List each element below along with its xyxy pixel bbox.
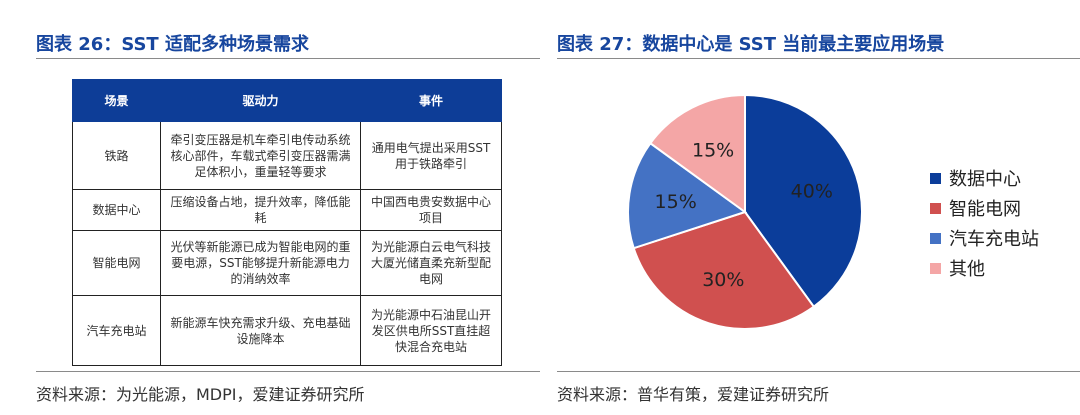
pie-data-label-2: 15% [655, 191, 697, 213]
pie-data-label-3: 15% [692, 139, 734, 161]
table-header-event: 事件 [360, 79, 502, 122]
chart-source-note: 资料来源：普华有策，爱建证券研究所 [557, 385, 830, 404]
table-cell-scene: 智能电网 [72, 230, 161, 296]
pie-chart: 40% 30% 15% 15% [627, 93, 863, 330]
table-row: 智能电网 光伏等新能源已成为智能电网的重要电源，SST能够提升新能源电力的消纳效… [72, 230, 502, 296]
title-rule [36, 58, 540, 59]
pie-data-label-0: 40% [791, 180, 833, 202]
table-cell-scene: 铁路 [72, 121, 161, 190]
table-source-note: 资料来源：为光能源，MDPI，爱建证券研究所 [36, 385, 365, 404]
legend-label: 其他 [949, 259, 985, 280]
legend-item: 智能电网 [930, 193, 1039, 223]
source-rule [36, 371, 540, 372]
legend-item: 汽车充电站 [930, 223, 1039, 253]
table-row: 汽车充电站 新能源车快充需求升级、充电基础设施降本 为光能源中石油昆山开发区供电… [72, 295, 502, 366]
table-header-row: 场景 驱动力 事件 [72, 79, 502, 122]
pie-data-label-1: 30% [702, 269, 744, 291]
table-row: 数据中心 压缩设备占地，提升效率，降低能耗 中国西电贵安数据中心项目 [72, 189, 502, 231]
table-cell-event: 通用电气提出采用SST用于铁路牵引 [360, 121, 502, 190]
table-cell-event: 为光能源白云电气科技大厦光储直柔充新型配电网 [360, 230, 502, 296]
legend-label: 数据中心 [949, 169, 1021, 190]
source-rule [557, 371, 1080, 372]
legend-swatch [930, 232, 941, 244]
table-cell-event: 中国西电贵安数据中心项目 [360, 189, 502, 231]
legend-label: 汽车充电站 [949, 229, 1039, 250]
table-row: 铁路 牵引变压器是机车牵引电传动系统核心部件，车载式牵引变压器需满足体积小，重量… [72, 121, 502, 190]
legend-item: 其他 [930, 253, 1039, 283]
table-cell-driver: 压缩设备占地，提升效率，降低能耗 [160, 189, 361, 231]
table-figure-panel: 图表 26：SST 适配多种场景需求 场景 驱动力 事件 铁路 牵引变压器是机车… [36, 34, 540, 404]
table-cell-scene: 汽车充电站 [72, 295, 161, 366]
chart-figure-title: 图表 27：数据中心是 SST 当前最主要应用场景 [557, 34, 945, 55]
legend-swatch [930, 262, 941, 274]
table-header-scene: 场景 [72, 79, 161, 122]
table-cell-driver: 牵引变压器是机车牵引电传动系统核心部件，车载式牵引变压器需满足体积小，重量轻等要… [160, 121, 361, 190]
pie-slice-0 [744, 93, 863, 309]
table-cell-scene: 数据中心 [72, 189, 161, 231]
table-header-driver: 驱动力 [160, 79, 361, 122]
legend-item: 数据中心 [930, 163, 1039, 193]
title-rule [557, 58, 1080, 59]
table-cell-driver: 新能源车快充需求升级、充电基础设施降本 [160, 295, 361, 366]
pie-slice-2 [627, 141, 748, 250]
pie-slice-3 [648, 93, 746, 214]
chart-figure-panel: 图表 27：数据中心是 SST 当前最主要应用场景 40% 30% 15% 15% 数… [557, 0, 1080, 415]
legend-swatch [930, 202, 941, 214]
table-cell-event: 为光能源中石油昆山开发区供电所SST直挂超快混合充电站 [360, 295, 502, 366]
table-figure-title: 图表 26：SST 适配多种场景需求 [36, 34, 309, 55]
table-cell-driver: 光伏等新能源已成为智能电网的重要电源，SST能够提升新能源电力的消纳效率 [160, 230, 361, 296]
chart-legend: 数据中心智能电网汽车充电站其他 [930, 163, 1039, 283]
legend-swatch [930, 172, 941, 184]
pie-slice-1 [632, 210, 816, 330]
legend-label: 智能电网 [949, 199, 1021, 220]
scene-table: 场景 驱动力 事件 铁路 牵引变压器是机车牵引电传动系统核心部件，车载式牵引变压… [72, 79, 502, 366]
